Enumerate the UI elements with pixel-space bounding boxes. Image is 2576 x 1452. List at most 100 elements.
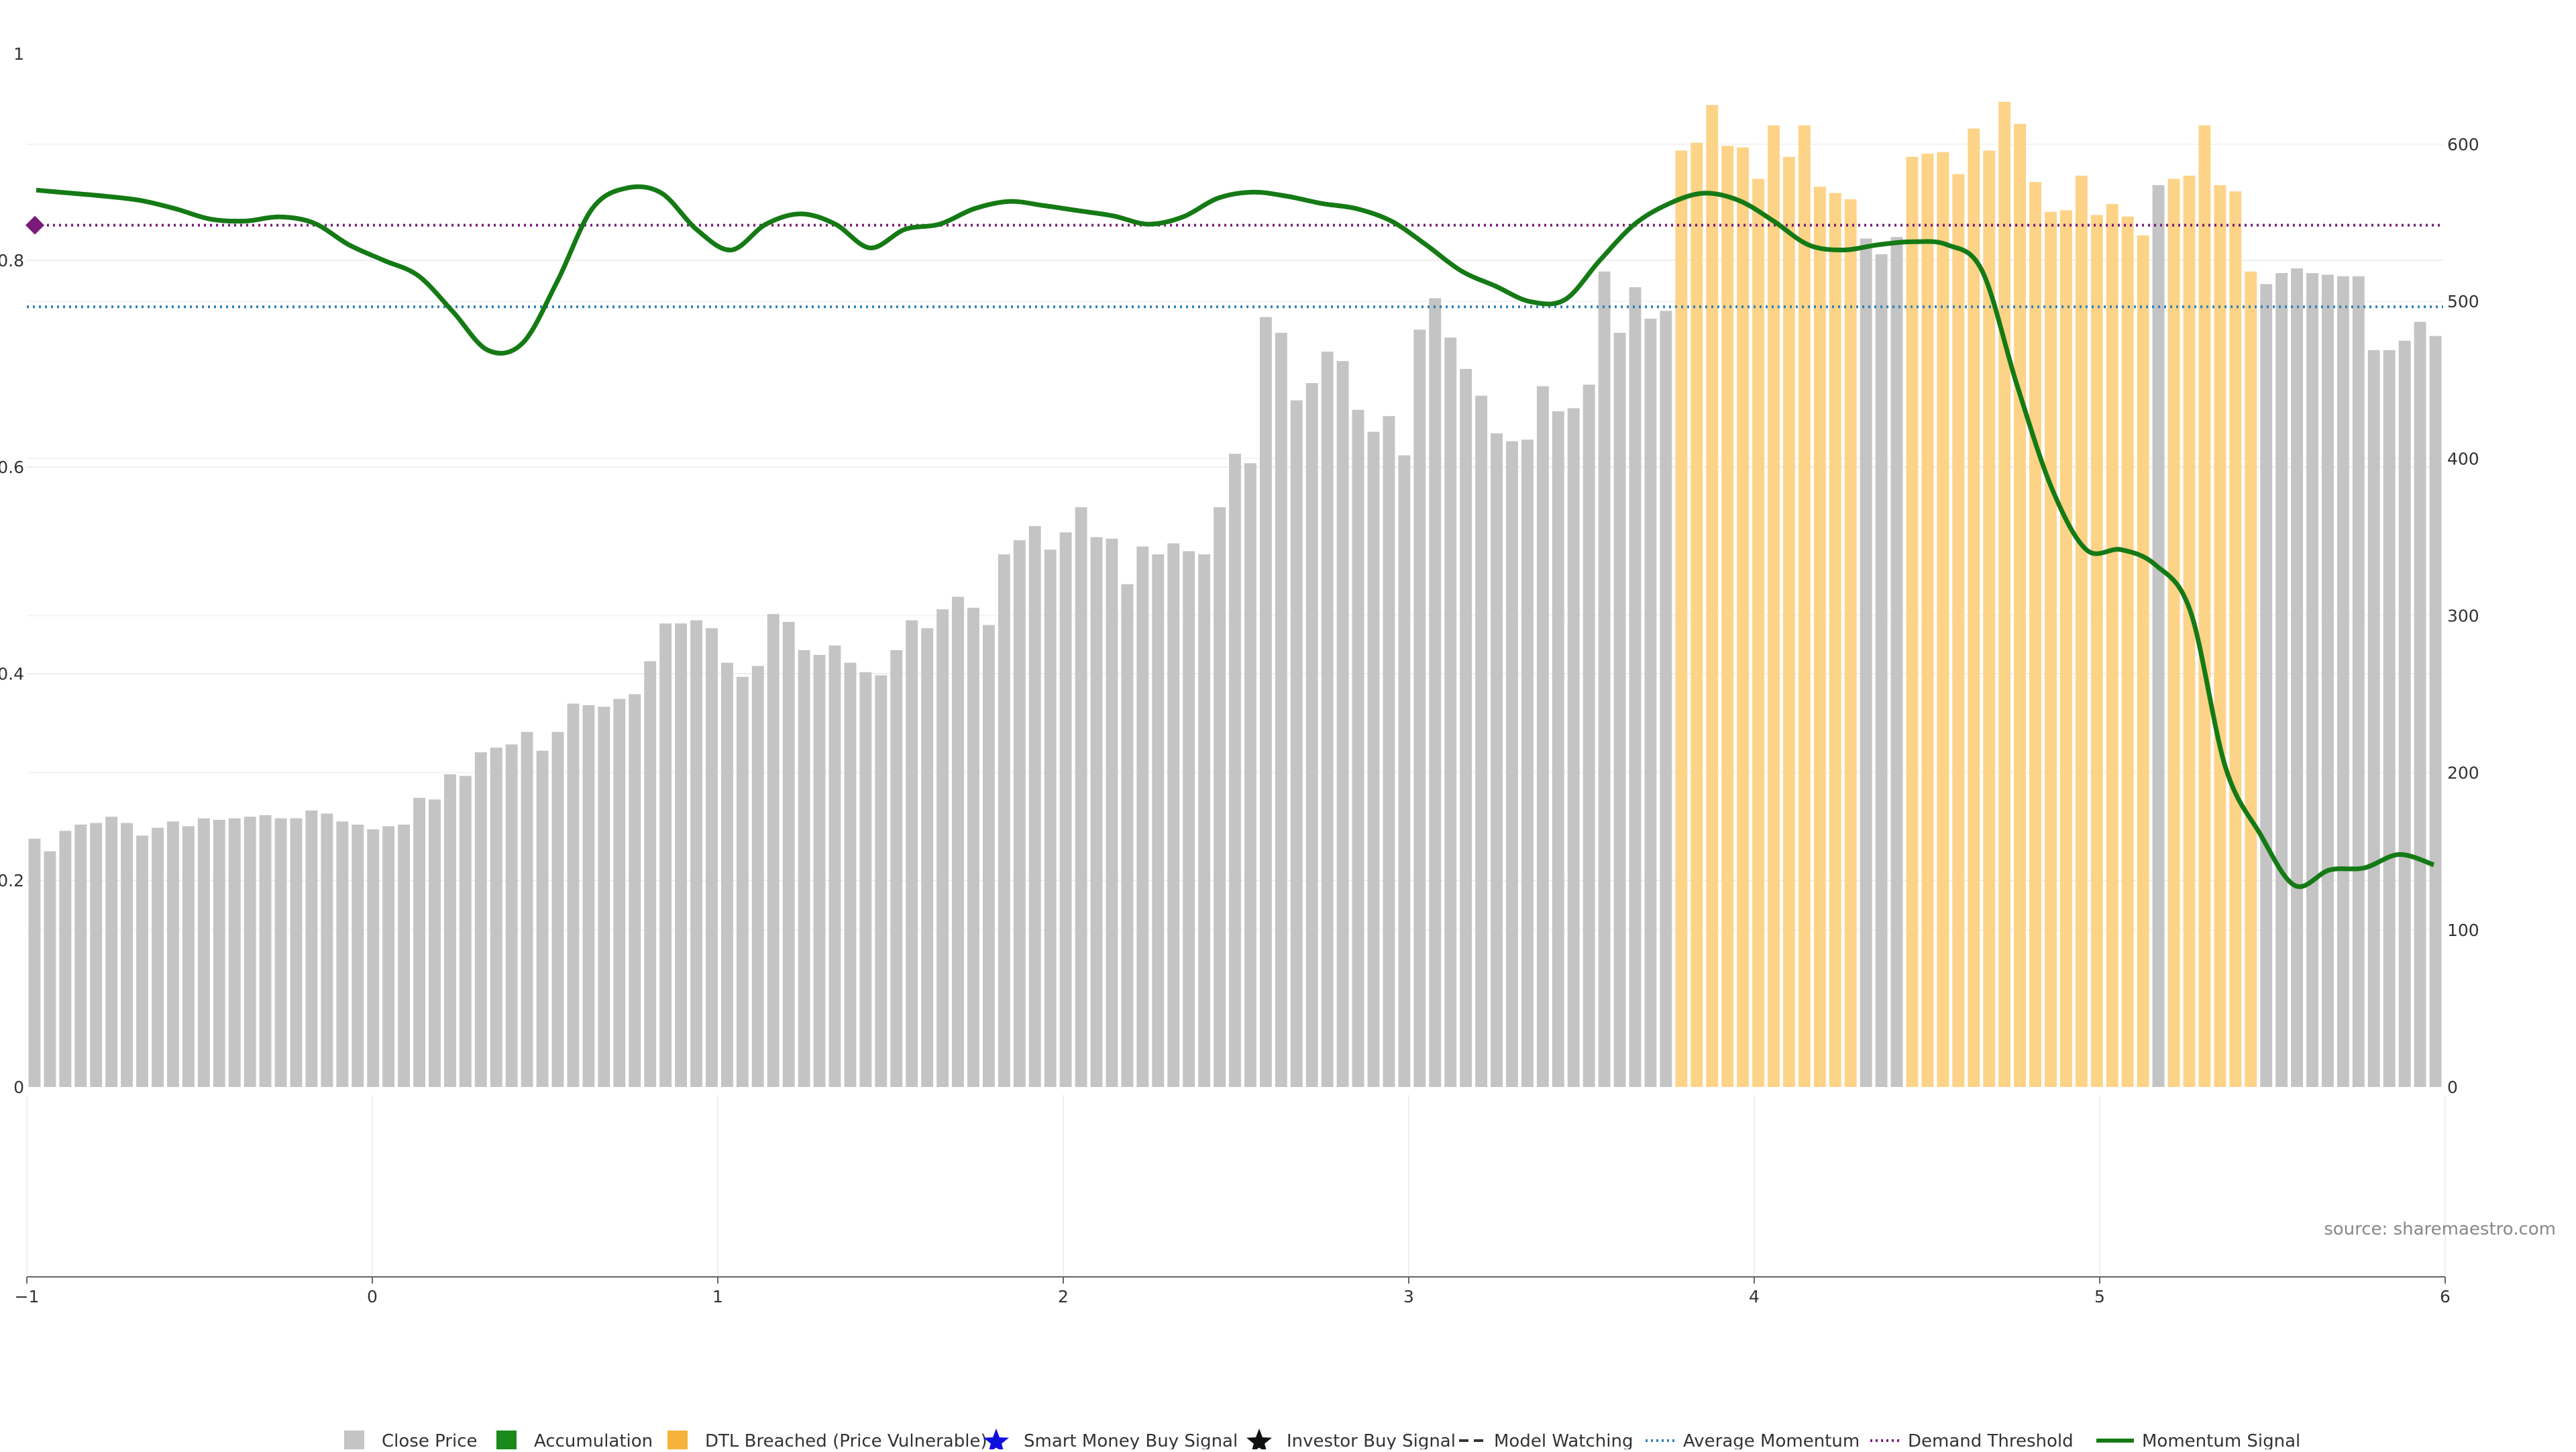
close-price-bar (906, 620, 918, 1087)
close-price-bar (105, 817, 118, 1087)
close-price-bar (90, 823, 103, 1087)
dtl-breached-bar (2045, 211, 2057, 1088)
close-price-bar (1536, 386, 1549, 1087)
close-price-bar (890, 650, 903, 1087)
close-price-bar (1398, 455, 1411, 1087)
close-price-bar (813, 655, 826, 1087)
close-price-bar (2260, 284, 2273, 1087)
dtl-breached-bar (1737, 147, 1750, 1088)
close-price-bar (1475, 395, 1488, 1088)
dtl-breached-bar (1998, 101, 2011, 1087)
legend-item: Accumulation (496, 1431, 653, 1451)
close-price-bar (182, 826, 195, 1087)
dtl-breached-bar (2167, 178, 2180, 1087)
close-price-bar (1106, 538, 1118, 1087)
close-price-bar (1644, 318, 1657, 1088)
legend-item: Demand Threshold (1870, 1431, 2074, 1451)
close-price-bar (28, 839, 41, 1087)
close-price-bar (1275, 333, 1287, 1087)
close-price-bar (1198, 554, 1211, 1087)
close-price-bar (2398, 340, 2411, 1088)
close-price-bar (659, 623, 672, 1087)
close-price-bar (1244, 463, 1256, 1087)
dtl-breached-bar (1675, 150, 1688, 1087)
close-price-bar (2275, 273, 2288, 1087)
close-price-bar (1028, 526, 1041, 1087)
close-price-bar (1413, 329, 1426, 1087)
close-price-bar (1582, 384, 1595, 1087)
dtl-breached-bar (2198, 125, 2211, 1087)
close-price-bar (1075, 507, 1087, 1087)
close-price-bar (952, 597, 964, 1087)
left-axis-tick-label: 0.6 (0, 458, 24, 477)
close-price-bar (690, 620, 702, 1087)
close-price-bar (1183, 551, 1195, 1087)
close-price-bar (2152, 185, 2165, 1087)
legend-star-icon (983, 1429, 1009, 1452)
close-price-bar (1383, 416, 1395, 1087)
close-price-bar (921, 628, 934, 1087)
legend-item: Model Watching (1459, 1431, 1633, 1451)
close-price-bar (2429, 335, 2442, 1088)
close-price-bar (521, 731, 533, 1087)
dtl-breached-bar (1706, 105, 1719, 1088)
left-axis-tick-label: 0.4 (0, 664, 24, 684)
bottom-axis-tick-label: 2 (1058, 1287, 1069, 1306)
bottom-axis-tick-label: 3 (1403, 1287, 1414, 1306)
close-price-bar (1167, 543, 1180, 1087)
close-price-bar (459, 776, 472, 1087)
close-price-bar (1552, 411, 1564, 1087)
close-price-bar (1521, 439, 1534, 1087)
close-price-bar (2352, 276, 2365, 1088)
legend-item: DTL Breached (Price Vulnerable) (667, 1431, 987, 1451)
close-price-bar (1305, 382, 1318, 1088)
close-price-bar (629, 694, 641, 1087)
close-price-bar (1321, 352, 1334, 1087)
close-price-bar (74, 824, 87, 1087)
source-note: source: sharemaestro.com (2324, 1219, 2556, 1239)
close-price-bar (1044, 550, 1057, 1087)
dtl-breached-bar (1983, 150, 1996, 1087)
close-price-bar (2321, 274, 2334, 1087)
close-price-bar (1090, 537, 1103, 1087)
legend-swatch (496, 1431, 517, 1451)
dtl-breached-bar (2137, 235, 2149, 1087)
dtl-breached-bar (2059, 210, 2072, 1088)
dtl-breached-bar (1721, 146, 1734, 1088)
close-price-bar (290, 818, 303, 1087)
close-price-bar (567, 703, 580, 1087)
close-price-bar (1598, 271, 1611, 1087)
bottom-axis-tick-label: 5 (2094, 1287, 2105, 1306)
close-price-bar (1136, 546, 1149, 1087)
dtl-breached-bar (2121, 216, 2134, 1088)
close-price-bar (720, 662, 733, 1087)
right-axis-tick-label: 500 (2447, 292, 2479, 311)
close-price-bar (429, 799, 441, 1087)
close-price-bar (1336, 361, 1349, 1087)
legend-item: Momentum Signal (2096, 1431, 2300, 1451)
left-axis-tick-label: 0 (13, 1078, 24, 1097)
legend-item: Average Momentum (1646, 1431, 1860, 1451)
dtl-breached-bar (2090, 215, 2103, 1088)
bottom-axis-tick-label: −1 (15, 1287, 40, 1306)
left-axis-tick-label: 1 (13, 44, 24, 64)
left-axis-tick-label: 0.8 (0, 251, 24, 270)
close-price-bar (828, 645, 841, 1087)
close-price-bar (1290, 400, 1303, 1087)
legend-label: DTL Breached (Price Vulnerable) (705, 1431, 987, 1449)
close-price-bar (798, 650, 810, 1087)
close-price-bar (1660, 311, 1672, 1088)
close-price-bar (613, 698, 626, 1087)
bottom-axis-tick-label: 6 (2440, 1287, 2451, 1306)
close-price-bar (1629, 287, 1642, 1088)
dtl-breached-bar (1798, 125, 1811, 1087)
right-axis-tick-label: 400 (2447, 449, 2479, 468)
close-price-bar (1367, 431, 1380, 1087)
close-price-bar (443, 774, 456, 1087)
dtl-breached-bar (2014, 123, 2027, 1087)
close-price-bar (1444, 338, 1457, 1087)
close-price-bar (305, 810, 318, 1087)
dtl-breached-bar (1782, 156, 1795, 1088)
close-price-bar (551, 731, 564, 1087)
